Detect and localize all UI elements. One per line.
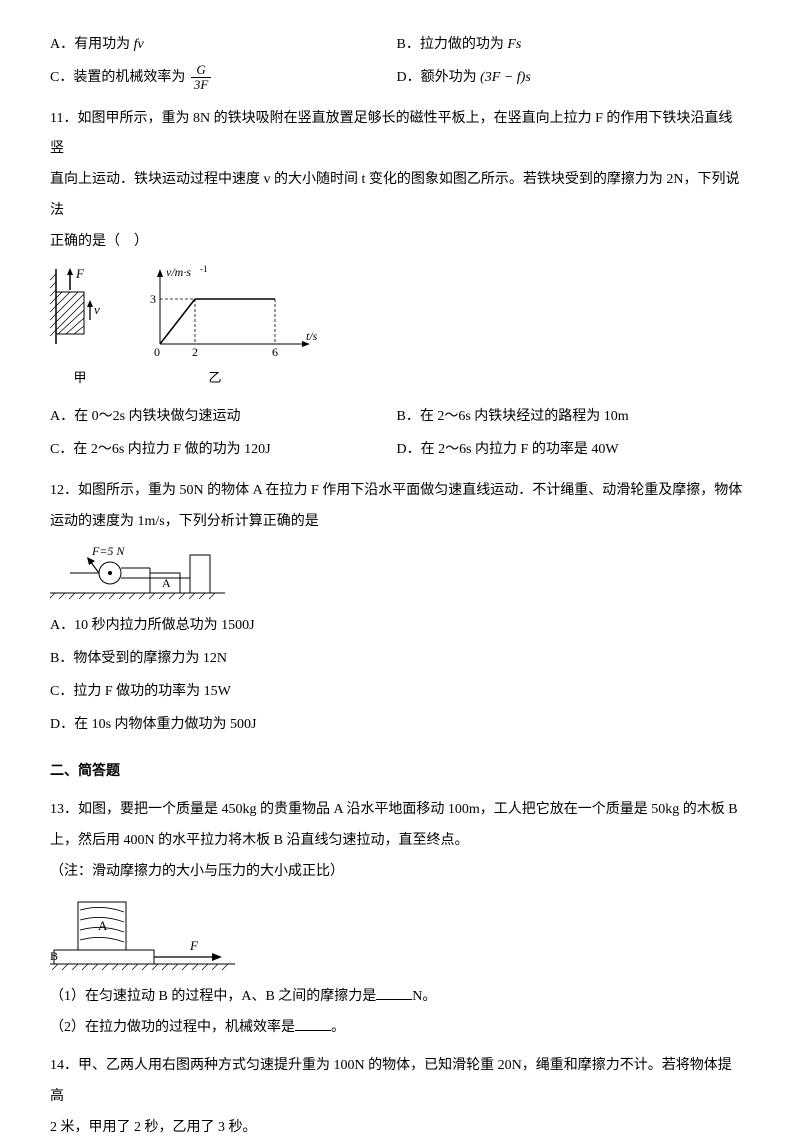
q11-optC: C．在 2～6s 内拉力 F 做的功为 120J: [50, 435, 397, 466]
q13-sub2b: 。: [331, 1020, 345, 1035]
q13-line1: 13．如图，要把一个质量是 450kg 的贵重物品 A 沿水平地面移动 100m…: [50, 795, 743, 826]
svg-text:v/m·s: v/m·s: [166, 265, 191, 279]
q12-optA: A．10 秒内拉力所做总功为 1500J: [50, 611, 743, 642]
diagram-jia: F v 甲: [50, 264, 110, 393]
q11-diagrams: F v 甲 v/m·s -1 t/s 3 0: [50, 264, 743, 393]
q12-line1: 12．如图所示，重为 50N 的物体 A 在拉力 F 作用下沿水平面做匀速直线运…: [50, 476, 743, 507]
q14-line2: 2 米，甲用了 2 秒，乙用了 3 秒。: [50, 1113, 743, 1144]
diagram-yi-svg: v/m·s -1 t/s 3 0 2 6: [140, 264, 320, 364]
q13-note: （注：滑动摩擦力的大小与压力的大小成正比）: [50, 857, 743, 888]
q12-optB: B．物体受到的摩擦力为 12N: [50, 644, 743, 675]
frac-den: 3F: [191, 78, 211, 92]
F-label-q13: F: [189, 938, 199, 953]
q14-line1: 14．甲、乙两人用右图两种方式匀速提升重为 100N 的物体，已知滑轮重 20N…: [50, 1051, 743, 1113]
q13-sub1: （1）在匀速拉动 B 的过程中，A、B 之间的摩擦力是 N。: [50, 982, 743, 1013]
q11-optA: A．在 0～2s 内铁块做匀速运动: [50, 402, 397, 433]
optA-text: A．有用功为: [50, 37, 134, 52]
q11-optB: B．在 2～6s 内铁块经过的路程为 10m: [397, 402, 744, 433]
q12-optD: D．在 10s 内物体重力做功为 500J: [50, 710, 743, 741]
q11-opts-row2: C．在 2～6s 内拉力 F 做的功为 120J D．在 2～6s 内拉力 F …: [50, 435, 743, 468]
q10-row2: C．装置的机械效率为 G3F D．额外功为 (3F − f)s: [50, 63, 743, 96]
q13-sub2a: （2）在拉力做功的过程中，机械效率是: [50, 1020, 295, 1035]
q13-sub1a: （1）在匀速拉动 B 的过程中，A、B 之间的摩擦力是: [50, 989, 376, 1004]
blank-2[interactable]: [295, 1017, 331, 1031]
q11-opts-row1: A．在 0～2s 内铁块做匀速运动 B．在 2～6s 内铁块经过的路程为 10m: [50, 402, 743, 435]
blank-1[interactable]: [376, 986, 412, 1000]
diagram-q13-svg: B A F: [50, 894, 240, 974]
q13-stem: 13．如图，要把一个质量是 450kg 的贵重物品 A 沿水平地面移动 100m…: [50, 795, 743, 887]
q11-line1: 11．如图甲所示，重为 8N 的铁块吸附在竖直放置足够长的磁性平板上，在竖直向上…: [50, 104, 743, 166]
q10-row1: A．有用功为 fv B．拉力做的功为 Fs: [50, 30, 743, 63]
A-label-q13: A: [98, 918, 108, 933]
F-label-q12: F=5 N: [91, 544, 125, 558]
q13-sub1b: N。: [412, 989, 436, 1004]
label-jia: 甲: [50, 364, 110, 393]
B-label: B: [50, 949, 58, 963]
q10-optA: A．有用功为 fv: [50, 30, 397, 61]
q11-optD: D．在 2～6s 内拉力 F 的功率是 40W: [397, 435, 744, 466]
svg-text:0: 0: [154, 345, 160, 359]
svg-text:6: 6: [272, 345, 278, 359]
q10-optB: B．拉力做的功为 Fs: [397, 30, 744, 61]
optB-text: B．拉力做的功为: [397, 37, 508, 52]
diagram-yi: v/m·s -1 t/s 3 0 2 6 乙: [140, 264, 320, 393]
q12-optC: C．拉力 F 做功的功率为 15W: [50, 677, 743, 708]
F-label: F: [75, 266, 85, 281]
svg-text:-1: -1: [200, 264, 208, 274]
svg-text:2: 2: [192, 345, 198, 359]
section2-title: 二、简答题: [50, 757, 743, 788]
q11-stem: 11．如图甲所示，重为 8N 的铁块吸附在竖直放置足够长的磁性平板上，在竖直向上…: [50, 104, 743, 258]
optC-text: C．装置的机械效率为: [50, 70, 189, 85]
diagram-q12-svg: A F=5 N: [50, 543, 230, 603]
optA-var: fv: [134, 37, 144, 52]
optD-var: (3F − f)s: [480, 70, 531, 85]
optB-var: Fs: [507, 37, 521, 52]
q11-line3: 正确的是（ ）: [50, 227, 743, 258]
q10-optD: D．额外功为 (3F − f)s: [397, 63, 744, 94]
frac-num: G: [191, 63, 211, 78]
label-yi: 乙: [110, 364, 320, 393]
svg-text:t/s: t/s: [306, 329, 318, 343]
v-label: v: [94, 302, 100, 317]
q13-line2: 上，然后用 400N 的水平拉力将木板 B 沿直线匀速拉动，直至终点。: [50, 826, 743, 857]
q13-sub2: （2）在拉力做功的过程中，机械效率是 。: [50, 1013, 743, 1044]
diagram-jia-svg: F v: [50, 264, 110, 364]
optD-text: D．额外功为: [397, 70, 481, 85]
q10-optC: C．装置的机械效率为 G3F: [50, 63, 397, 94]
q12-stem: 12．如图所示，重为 50N 的物体 A 在拉力 F 作用下沿水平面做匀速直线运…: [50, 476, 743, 538]
diagram-q13: B A F: [50, 894, 743, 974]
svg-text:3: 3: [150, 292, 156, 306]
diagram-q12: A F=5 N: [50, 543, 743, 603]
q12-line2: 运动的速度为 1m/s，下列分析计算正确的是: [50, 507, 743, 538]
q11-line2: 直向上运动．铁块运动过程中速度 v 的大小随时间 t 变化的图象如图乙所示。若铁…: [50, 165, 743, 227]
q14-stem: 14．甲、乙两人用右图两种方式匀速提升重为 100N 的物体，已知滑轮重 20N…: [50, 1051, 743, 1143]
fraction-icon: G3F: [191, 63, 211, 93]
